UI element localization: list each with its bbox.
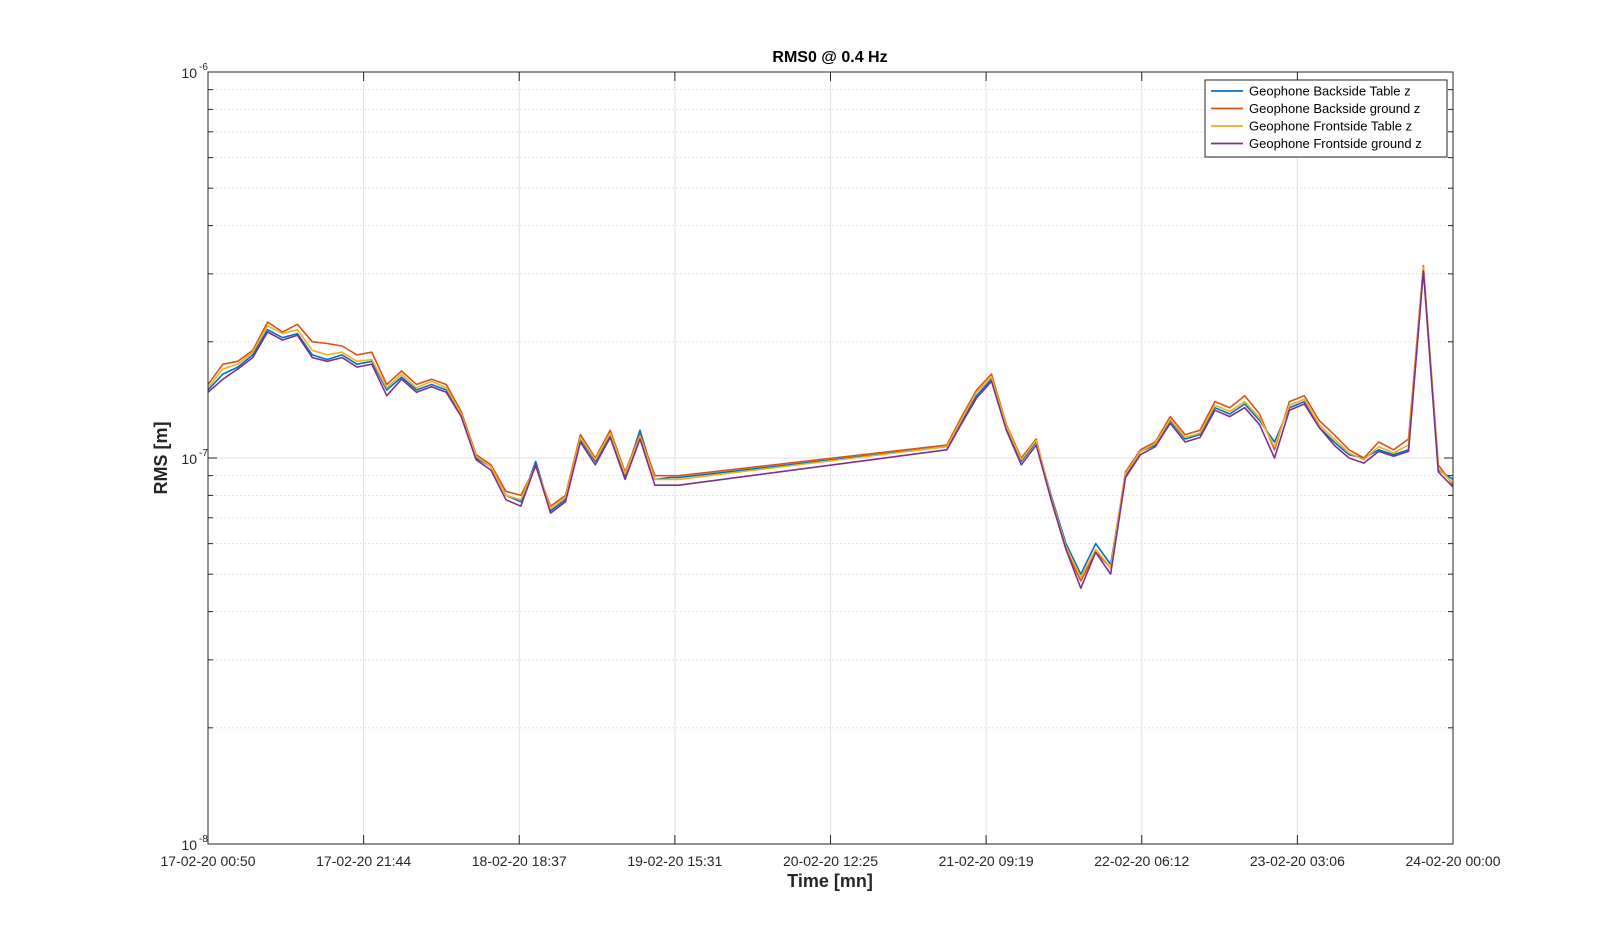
x-tick-label: 17-02-20 21:44 — [316, 853, 411, 869]
x-tick-label: 19-02-20 15:31 — [627, 853, 722, 869]
x-tick-label: 22-02-20 06:12 — [1094, 853, 1189, 869]
y-axis: 10-810-710-6 — [181, 62, 1453, 853]
x-tick-label: 18-02-20 18:37 — [472, 853, 567, 869]
series-line-3 — [207, 266, 1454, 579]
y-tick-label-base: 10 — [181, 837, 197, 853]
y-tick-label-base: 10 — [181, 451, 197, 467]
legend-label-1: Geophone Backside Table z — [1249, 84, 1411, 99]
x-tick-label: 24-02-20 00:00 — [1406, 853, 1501, 869]
legend-label-2: Geophone Backside ground z — [1249, 101, 1420, 116]
legend-label-3: Geophone Frontside Table z — [1249, 119, 1412, 134]
series-line-4 — [207, 270, 1454, 590]
y-axis-label: RMS [m] — [151, 422, 171, 495]
x-tick-label: 21-02-20 09:19 — [939, 853, 1034, 869]
chart-title: RMS0 @ 0.4 Hz — [772, 49, 887, 66]
x-tick-label: 17-02-20 00:50 — [161, 853, 256, 869]
x-tick-label: 20-02-20 12:25 — [783, 853, 878, 869]
y-tick-label-base: 10 — [181, 65, 197, 81]
legend-label-4: Geophone Frontside ground z — [1249, 136, 1422, 151]
y-tick-label-exponent: -6 — [199, 62, 208, 73]
x-axis-label: Time [mn] — [787, 871, 873, 891]
series-lines — [207, 264, 1454, 590]
x-tick-label: 23-02-20 03:06 — [1250, 853, 1345, 869]
y-tick-label-exponent: -8 — [199, 834, 208, 845]
x-axis: 17-02-20 00:50 17-02-20 21:44 18-02-20 18:… — [161, 72, 1501, 869]
series-line-2 — [207, 264, 1454, 582]
legend-box — [1204, 79, 1448, 158]
legend: Geophone Backside Table z Geophone Backsi… — [1204, 79, 1448, 158]
y-tick-label-exponent: -7 — [199, 448, 208, 459]
